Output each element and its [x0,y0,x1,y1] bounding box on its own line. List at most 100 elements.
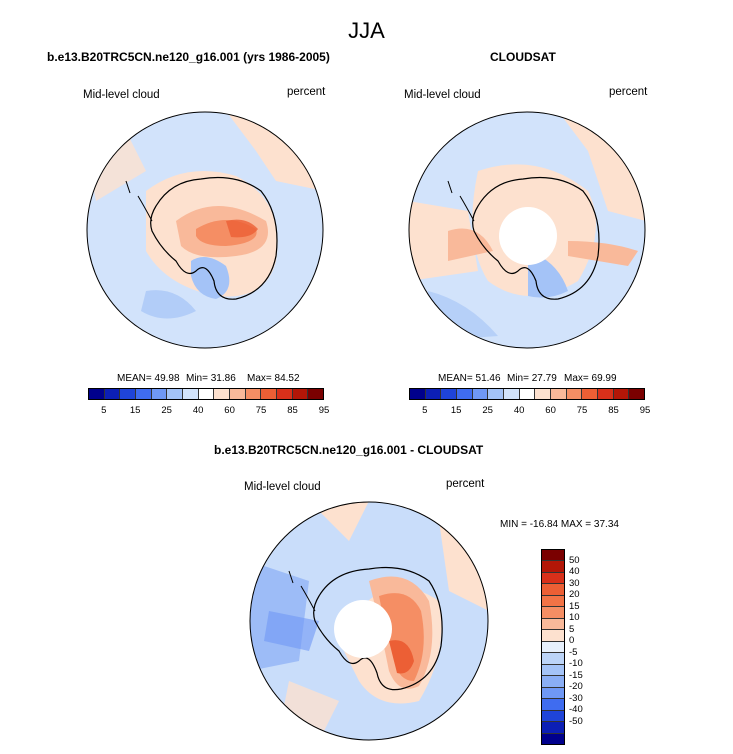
colorbar-swatch [542,687,564,700]
diff-polar-map [249,501,489,741]
colorbar-swatch [613,389,630,399]
colorbar-tick-label: -15 [569,669,583,681]
obs-colorbar [409,388,645,400]
colorbar-tick-label: 10 [569,612,580,624]
colorbar-swatch [277,389,293,399]
obs-max: Max= 69.99 [564,373,617,384]
colorbar-tick-label: 15 [569,600,580,612]
colorbar-tick-label: 15 [129,405,141,416]
colorbar-swatch [542,710,564,723]
obs-variable-label: Mid-level cloud [404,89,481,101]
colorbar-swatch [598,389,614,399]
model-units-label: percent [287,86,326,98]
colorbar-swatch [120,389,137,399]
model-coastline [150,176,278,300]
colorbar-swatch [542,561,564,573]
diff-colorbar [541,549,565,745]
colorbar-swatch [519,389,536,399]
colorbar-swatch [542,733,564,744]
colorbar-swatch [183,389,199,399]
colorbar-swatch [582,389,599,399]
colorbar-swatch [542,699,564,711]
colorbar-swatch [504,389,520,399]
colorbar-swatch [245,389,262,399]
colorbar-swatch [542,550,564,562]
colorbar-tick-label: 40 [513,405,525,416]
colorbar-swatch [151,389,168,399]
colorbar-swatch [472,389,489,399]
colorbar-swatch [292,389,309,399]
model-colorbar [88,388,324,400]
colorbar-tick-label: 50 [569,554,580,566]
colorbar-swatch [629,389,645,399]
colorbar-swatch [542,595,564,608]
colorbar-swatch [214,389,231,399]
colorbar-tick-label: 75 [576,405,588,416]
colorbar-swatch [542,641,564,654]
colorbar-tick-label: 25 [482,405,493,416]
model-max: Max= 84.52 [247,373,300,384]
colorbar-swatch [425,389,442,399]
colorbar-swatch [441,389,458,399]
model-colorbar-ticks: 5 15 25 40 60 75 85 95 [88,405,329,419]
colorbar-tick-label: -5 [569,646,578,658]
colorbar-swatch [167,389,184,399]
colorbar-tick-label: 95 [639,405,651,416]
colorbar-swatch [198,389,215,399]
obs-units-label: percent [609,86,648,98]
diff-colorbar-ticks: 50 40 30 20 15 10 5 0 -5 -10 -15 -20 -30 -40 -50 [569,549,599,745]
colorbar-tick-label: 20 [569,589,580,601]
colorbar-swatch [542,676,564,688]
colorbar-swatch [89,389,105,399]
obs-mean: MEAN= 51.46 [438,373,501,384]
colorbar-tick-label: 25 [161,405,172,416]
obs-colorbar-ticks: 5 15 25 40 60 75 85 95 [409,405,650,419]
colorbar-swatch [535,389,552,399]
colorbar-tick-label: 5 [422,405,428,416]
colorbar-tick-label: -50 [569,715,583,727]
obs-polar-map [408,111,646,349]
colorbar-tick-label: 5 [101,405,107,416]
figure-title: JJA [348,18,385,43]
colorbar-tick-label: -30 [569,692,583,704]
obs-min: Min= 27.79 [507,373,557,384]
colorbar-swatch [136,389,152,399]
colorbar-swatch [542,630,564,642]
diff-variable-label: Mid-level cloud [244,481,321,493]
model-polar-map [86,111,324,349]
colorbar-tick-label: 40 [192,405,204,416]
colorbar-tick-label: 0 [569,635,575,647]
colorbar-tick-label: -40 [569,704,583,716]
colorbar-swatch [261,389,278,399]
model-variable-label: Mid-level cloud [83,89,160,101]
colorbar-tick-label: 5 [569,623,575,635]
colorbar-swatch [542,607,564,619]
colorbar-tick-label: 60 [545,405,556,416]
obs-missing-pole-mask [499,207,557,265]
colorbar-swatch [542,572,564,585]
colorbar-tick-label: 30 [569,577,580,589]
colorbar-swatch [308,389,324,399]
colorbar-swatch [488,389,505,399]
diff-coastline [313,566,443,691]
colorbar-swatch [542,664,564,677]
colorbar-swatch [542,653,564,665]
diff-missing-pole-mask [334,600,392,658]
colorbar-tick-label: 85 [608,405,619,416]
colorbar-swatch [566,389,583,399]
colorbar-swatch [542,618,564,631]
diff-min-max: MIN = -16.84 MAX = 37.34 [500,519,619,530]
model-panel-title: b.e13.B20TRC5CN.ne120_g16.001 (yrs 1986-… [47,50,330,64]
colorbar-swatch [230,389,246,399]
obs-panel-title: CLOUDSAT [490,50,556,64]
colorbar-tick-label: -10 [569,658,583,670]
colorbar-swatch [551,389,567,399]
colorbar-tick-label: 85 [287,405,298,416]
diff-units-label: percent [446,478,485,490]
model-mean: MEAN= 49.98 [117,373,180,384]
colorbar-swatch [542,722,564,734]
obs-coastline [472,176,600,300]
colorbar-swatch [457,389,473,399]
colorbar-tick-label: 95 [318,405,330,416]
model-min: Min= 31.86 [186,373,236,384]
